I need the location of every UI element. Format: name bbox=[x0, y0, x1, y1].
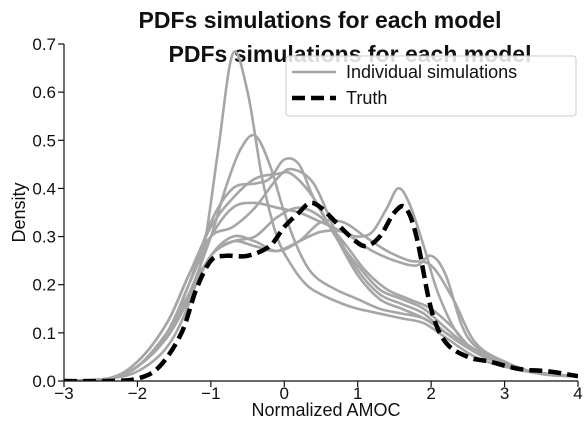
simulation-line-5 bbox=[64, 167, 578, 381]
y-tick-label: 0.4 bbox=[32, 179, 56, 198]
legend-box bbox=[285, 55, 577, 117]
legend-label: Individual simulations bbox=[346, 62, 517, 82]
legend: Individual simulations Truth bbox=[285, 55, 577, 117]
y-tick-label: 0.1 bbox=[32, 324, 56, 343]
simulation-line-4 bbox=[64, 170, 578, 381]
legend-label: Truth bbox=[346, 88, 387, 108]
x-tick-label: −1 bbox=[201, 384, 220, 403]
x-tick-label: 2 bbox=[426, 384, 435, 403]
truth-line bbox=[64, 200, 578, 381]
chart-title: PDFs simulations for each model bbox=[139, 7, 502, 33]
x-tick-label: −3 bbox=[54, 384, 73, 403]
y-tick-label: 0.3 bbox=[32, 228, 56, 247]
axes: 0.0 0.1 0.2 0.3 0.4 0.5 0.6 0.7 −3 −2 −1 0 1 2 3 4 Norma… bbox=[9, 35, 583, 420]
simulation-line-2 bbox=[64, 133, 578, 381]
x-tick-label: 0 bbox=[280, 384, 289, 403]
x-tick-label: 3 bbox=[500, 384, 509, 403]
x-tick-label: 4 bbox=[573, 384, 582, 403]
y-axis-label: Density bbox=[9, 182, 29, 242]
y-tick-label: 0.6 bbox=[32, 83, 56, 102]
simulation-line-3 bbox=[64, 156, 578, 381]
plot-area bbox=[64, 50, 578, 381]
y-tick-label: 0.7 bbox=[32, 35, 56, 54]
simulation-line-8 bbox=[64, 229, 578, 381]
y-tick-label: 0.2 bbox=[32, 276, 56, 295]
y-tick-label: 0.0 bbox=[32, 372, 56, 391]
simulation-line-1 bbox=[64, 50, 578, 381]
x-axis-label: Normalized AMOC bbox=[251, 400, 400, 419]
x-tick-label: −2 bbox=[128, 384, 147, 403]
y-tick-label: 0.5 bbox=[32, 131, 56, 150]
x-tick-label: 1 bbox=[353, 384, 362, 403]
